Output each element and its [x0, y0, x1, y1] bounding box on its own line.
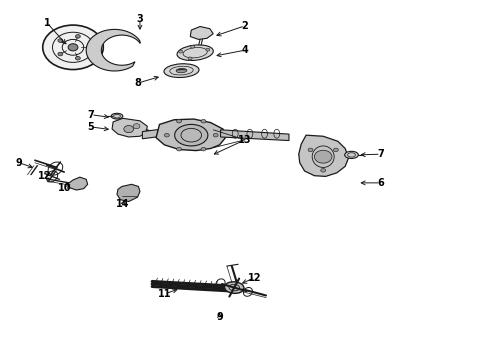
Text: 12: 12: [38, 171, 51, 181]
Polygon shape: [156, 119, 225, 150]
Circle shape: [86, 45, 91, 49]
Circle shape: [213, 134, 218, 137]
Circle shape: [188, 57, 192, 60]
Circle shape: [58, 52, 63, 56]
Circle shape: [315, 150, 332, 163]
Ellipse shape: [344, 151, 358, 158]
Text: 3: 3: [137, 14, 143, 24]
Text: 10: 10: [57, 183, 71, 193]
Text: 14: 14: [116, 199, 129, 210]
Ellipse shape: [224, 282, 244, 293]
Ellipse shape: [174, 125, 208, 146]
Text: 2: 2: [242, 21, 248, 31]
Polygon shape: [68, 177, 88, 190]
Polygon shape: [112, 118, 147, 137]
Ellipse shape: [177, 45, 213, 60]
Polygon shape: [220, 130, 289, 140]
Ellipse shape: [164, 64, 199, 77]
Text: 12: 12: [248, 273, 262, 283]
Circle shape: [176, 147, 181, 151]
Circle shape: [164, 134, 169, 137]
Circle shape: [201, 120, 206, 123]
Text: 13: 13: [238, 135, 252, 145]
Text: 7: 7: [88, 110, 95, 120]
Circle shape: [176, 120, 181, 123]
Text: 1: 1: [44, 18, 50, 28]
Text: 6: 6: [377, 178, 384, 188]
Circle shape: [201, 147, 206, 151]
Text: 7: 7: [377, 149, 384, 159]
Circle shape: [333, 148, 338, 152]
Text: 4: 4: [242, 45, 248, 55]
Ellipse shape: [176, 68, 187, 73]
Circle shape: [206, 48, 210, 51]
Circle shape: [75, 35, 80, 38]
Polygon shape: [299, 135, 348, 176]
Circle shape: [68, 44, 78, 51]
Ellipse shape: [111, 113, 123, 119]
Text: 11: 11: [158, 289, 171, 299]
Circle shape: [308, 148, 313, 152]
Polygon shape: [86, 30, 140, 71]
Circle shape: [124, 126, 134, 133]
Circle shape: [43, 25, 103, 69]
Polygon shape: [143, 129, 162, 139]
Text: 9: 9: [216, 312, 223, 322]
Text: 9: 9: [16, 158, 23, 168]
Polygon shape: [190, 27, 213, 40]
Text: 5: 5: [88, 122, 95, 132]
Circle shape: [179, 50, 183, 53]
Circle shape: [58, 39, 63, 42]
Text: 8: 8: [134, 78, 141, 88]
Circle shape: [321, 168, 326, 172]
Circle shape: [75, 57, 80, 60]
Circle shape: [133, 124, 140, 129]
Polygon shape: [117, 184, 140, 202]
Circle shape: [191, 45, 195, 48]
